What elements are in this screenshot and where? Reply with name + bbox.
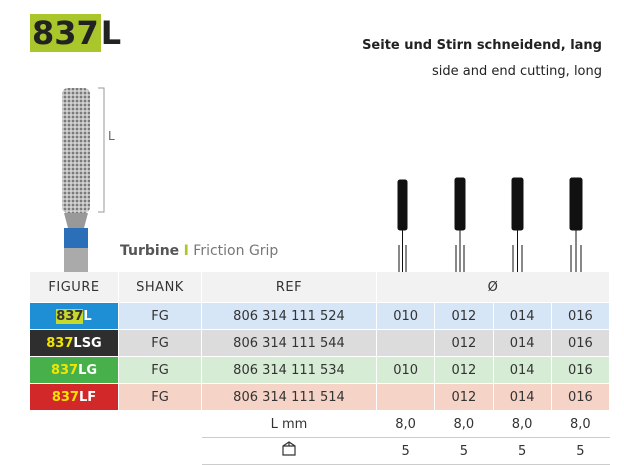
figure-code: 837: [46, 335, 74, 351]
figure-cell: 837L: [30, 302, 119, 330]
figure-suffix: L: [83, 308, 92, 324]
dimension-label: L: [108, 129, 115, 143]
silhouettes: [397, 177, 583, 272]
ref-cell: 806 314 111 544: [201, 329, 377, 357]
pack-icon-cell: [201, 437, 377, 465]
ref-cell: 806 314 111 524: [201, 302, 377, 330]
size-cell: 014: [493, 329, 552, 357]
figure-cell: 837LSG: [30, 329, 119, 357]
size-cell: 016: [551, 302, 611, 330]
subtitle-de: Seite und Stirn schneidend, lang: [362, 38, 602, 53]
section-detail: Friction Grip: [193, 243, 279, 259]
size-cell: [376, 329, 436, 357]
pack-icon: [282, 441, 296, 456]
size-cell: 014: [493, 302, 552, 330]
size-cell: 010: [376, 356, 436, 384]
pack-cell: 5: [551, 437, 611, 465]
size-cell: [376, 383, 436, 411]
figure-suffix: LG: [78, 362, 98, 378]
size-cell: 012: [434, 383, 494, 411]
product-row: 837LG FG 806 314 111 534 010 012 014 016: [30, 356, 611, 384]
blank-cell: [118, 410, 202, 438]
size-cell: 012: [434, 356, 494, 384]
shank-cell: FG: [118, 302, 202, 330]
figure-suffix: LSG: [73, 335, 102, 351]
column-header: SHANK: [118, 272, 202, 303]
pack-cell: 5: [376, 437, 436, 465]
figure-code: 837: [50, 362, 79, 378]
shank-cell: FG: [118, 383, 202, 411]
size-cell: 014: [493, 383, 552, 411]
ref-cell: 806 314 111 534: [201, 356, 377, 384]
header-row: FIGURE SHANK REF Ø: [30, 272, 610, 303]
product-row: 837LSG FG 806 314 111 544 012 014 016: [30, 329, 611, 357]
column-header: Ø: [376, 272, 610, 303]
shank-cell: FG: [118, 356, 202, 384]
column-header: FIGURE: [30, 272, 119, 303]
pack-cell: 5: [493, 437, 552, 465]
blank-cell: [30, 410, 119, 438]
figure-code: 837: [51, 389, 79, 405]
figure-cell: 837LG: [30, 356, 119, 384]
section-label: Turbine I Friction Grip: [120, 243, 278, 259]
bur-image: [62, 88, 90, 272]
size-cell: 016: [551, 383, 611, 411]
figure-suffix: LF: [78, 389, 97, 405]
figure-code: 837: [56, 308, 84, 324]
product-row: 837L FG 806 314 111 524 010 012 014 016: [30, 302, 611, 330]
product-row: 837LF FG 806 314 111 514 012 014 016: [30, 383, 611, 411]
size-cell: 010: [376, 302, 436, 330]
blank-cell: [30, 437, 119, 465]
subtitle-en: side and end cutting, long: [432, 64, 602, 79]
size-cell: 016: [551, 356, 611, 384]
blank-cell: [118, 437, 202, 465]
size-cell: 012: [434, 302, 494, 330]
title: 837L: [30, 14, 121, 52]
length-row: L mm 8,0 8,0 8,0 8,0: [30, 410, 611, 438]
size-cell: 016: [551, 329, 611, 357]
shank-cell: FG: [118, 329, 202, 357]
figure-cell: 837LF: [30, 383, 119, 411]
length-cell: 8,0: [551, 410, 611, 438]
size-cell: 012: [434, 329, 494, 357]
pack-cell: 5: [434, 437, 494, 465]
title-code: 837: [30, 14, 101, 52]
title-suffix: L: [100, 14, 122, 52]
ref-cell: 806 314 111 514: [201, 383, 377, 411]
length-label: L mm: [201, 410, 377, 438]
length-bracket: [98, 87, 105, 213]
column-header: REF: [201, 272, 377, 303]
length-cell: 8,0: [493, 410, 552, 438]
length-cell: 8,0: [434, 410, 494, 438]
section-separator: I: [183, 243, 189, 259]
length-cell: 8,0: [376, 410, 436, 438]
product-table: FIGURE SHANK REF Ø 837L FG 806 314 111 524 010 0…: [30, 272, 611, 465]
size-cell: 014: [493, 356, 552, 384]
section-name: Turbine: [120, 243, 180, 259]
illustrations: L: [62, 87, 583, 272]
